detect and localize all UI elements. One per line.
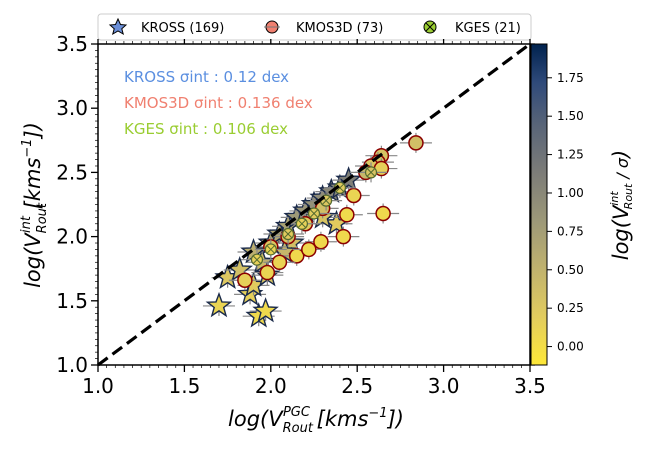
- kges-point-x: [322, 196, 330, 205]
- legend-x-mark-icon: [425, 22, 435, 32]
- kmos3d-point: [237, 272, 253, 289]
- y-axis-label: log(VRoutint [kms−1]): [19, 122, 50, 288]
- colorbar-tick-label: 0.75: [557, 224, 584, 238]
- x-tick-label: 3.5: [514, 374, 546, 398]
- kges-point-x: [298, 219, 306, 228]
- colorbar-tick-label: 1.25: [557, 148, 584, 162]
- kmos3d-point: [335, 228, 352, 245]
- legend-label-kmos3d: KMOS3D (73): [296, 21, 383, 36]
- data-points: [202, 132, 432, 328]
- colorbar-tick-label: 0.00: [557, 340, 584, 354]
- colorbar-tick-label: 0.25: [557, 301, 584, 315]
- legend: KROSS (169) KMOS3D (73) KGES (21): [97, 13, 532, 41]
- legend-star-icon: [108, 17, 128, 36]
- annotation-0: KROSS σint : 0.12 dex: [124, 68, 289, 86]
- kges-point-x: [253, 255, 261, 264]
- kmos3d-point: [345, 187, 362, 204]
- plot-frame: [97, 43, 531, 366]
- y-tick-label: 3.5: [56, 32, 88, 56]
- y-tick-label: 2.0: [56, 225, 88, 249]
- kmos3d-point: [408, 135, 424, 151]
- kmos3d-point: [313, 233, 329, 250]
- colorbar-tick-label: 1.50: [557, 109, 584, 123]
- annotation-2: KGES σint : 0.106 dex: [124, 120, 288, 138]
- x-axis-label: log(VRoutPGC [kms−1]): [228, 405, 404, 436]
- colorbar-tick-label: 0.50: [557, 263, 584, 277]
- legend-label-kross: KROSS (169): [141, 21, 224, 36]
- kross-point: [252, 297, 279, 323]
- annotations: KROSS σint : 0.12 dex KMOS3D σint : 0.136…: [124, 68, 313, 138]
- annotation-1: KMOS3D σint : 0.136 dex: [124, 94, 313, 112]
- x-tick-label: 1.0: [82, 374, 114, 398]
- kmos3d-point: [259, 264, 276, 281]
- kmos3d-point: [271, 254, 288, 271]
- colorbar-ticks: 0.00 0.25 0.50 0.75 1.00 1.25 1.50 1.75: [547, 71, 584, 354]
- x-tick-label: 1.5: [168, 374, 200, 398]
- x-tick-label: 2.0: [255, 374, 287, 398]
- legend-item-kross: KROSS (169): [108, 17, 224, 36]
- x-tick-label: 2.5: [341, 374, 373, 398]
- colorbar-tick-label: 1.75: [557, 71, 584, 85]
- y-tick-label: 2.5: [56, 160, 88, 184]
- kross-point: [205, 291, 233, 318]
- legend-label-kges: KGES (21): [455, 21, 521, 36]
- kmos3d-point: [301, 241, 317, 258]
- legend-item-kmos3d: KMOS3D (73): [264, 20, 383, 36]
- axis-ticks: 1.0 1.5 2.0 2.5 3.0 3.5 1.0 1.5 2.0 2.5 3.0 3.5: [56, 32, 546, 398]
- legend-frame: [97, 13, 532, 41]
- colorbar-tick-label: 1.00: [557, 186, 584, 200]
- x-tick-label: 3.0: [428, 374, 460, 398]
- legend-item-kges: KGES (21): [423, 20, 521, 36]
- y-tick-label: 1.0: [56, 353, 88, 377]
- kges-point-x: [336, 183, 344, 192]
- kges-point-x: [284, 230, 292, 238]
- kmos3d-point: [375, 205, 391, 222]
- kmos3d-point: [339, 207, 355, 223]
- colorbar: [530, 43, 548, 366]
- kges-point-x: [310, 209, 318, 218]
- y-tick-label: 3.0: [56, 96, 88, 120]
- kges-point-x: [266, 245, 275, 254]
- kges-point-x: [367, 168, 375, 177]
- colorbar-label: log(VintRout / σ): [608, 150, 635, 261]
- y-tick-label: 1.5: [56, 289, 88, 313]
